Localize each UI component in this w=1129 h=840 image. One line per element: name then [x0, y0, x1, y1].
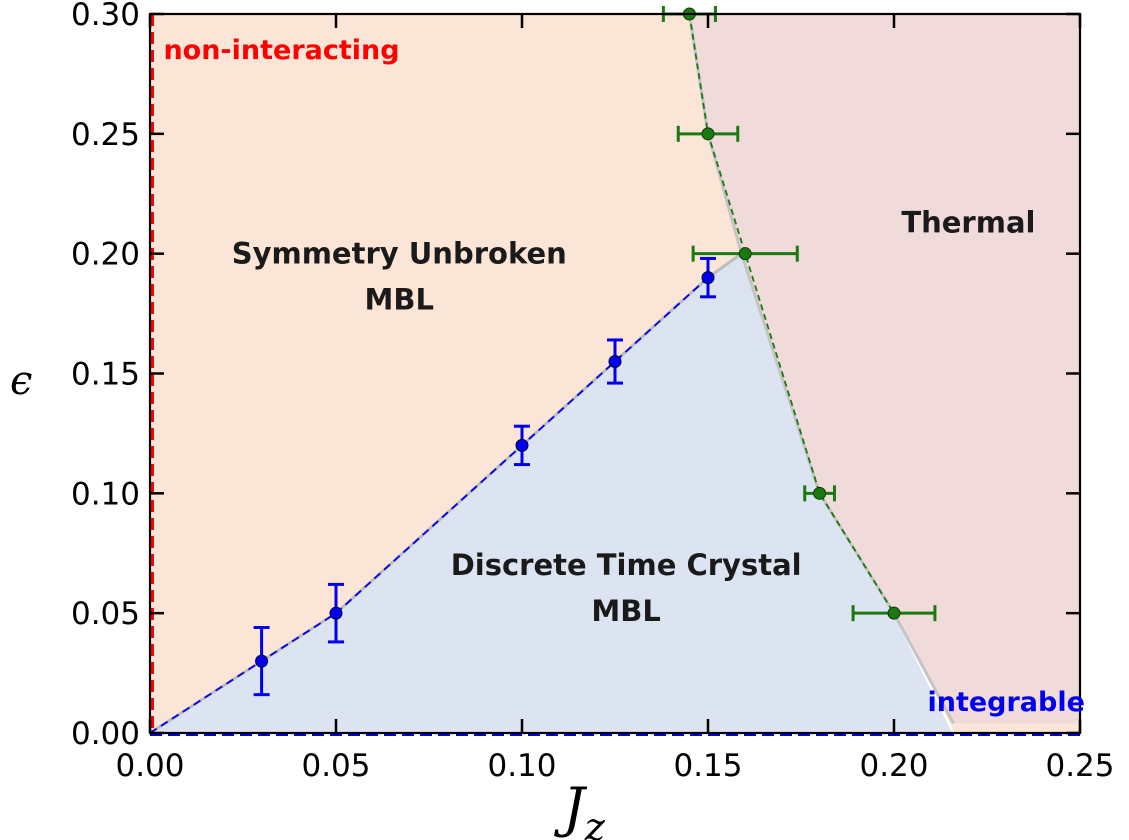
dtc-data-point [700, 256, 716, 299]
region-thermal [689, 14, 1080, 724]
marker [515, 438, 529, 452]
thermal-series-line [688, 13, 895, 614]
dtc-series-line [149, 276, 709, 734]
y-tick-label: 0.00 [71, 716, 140, 752]
x-axis-label-main: J [553, 776, 588, 839]
y-tick-label: 0.20 [71, 237, 140, 273]
dtc-data-point [328, 582, 344, 644]
x-axis-label: Jz [553, 776, 606, 840]
integrable-label: integrable [927, 687, 1084, 718]
thermal-data-point [803, 485, 836, 502]
marker [255, 654, 269, 668]
x-tick-label: 0.20 [859, 748, 928, 784]
marker [738, 247, 752, 261]
x-tick-label: 0.15 [673, 748, 742, 784]
marker [887, 606, 901, 620]
thermal-data-point [676, 125, 740, 142]
marker [701, 127, 715, 141]
dtc-data-point [253, 626, 270, 697]
y-tick-label: 0.25 [71, 117, 140, 153]
thermal-data-point [691, 245, 799, 262]
x-tick-label: 0.10 [487, 748, 556, 784]
text-labels: 0.00 0.05 0.10 0.15 0.20 0.25 0.00 0.05 0.10 0.15… [71, 0, 1115, 784]
dtc-data-point [514, 424, 530, 467]
marker [329, 606, 343, 620]
region-label-line2: MBL [365, 283, 434, 317]
y-tick-label: 0.05 [71, 596, 140, 632]
region-label: Symmetry Unbroken [232, 237, 567, 271]
region-label-line2: MBL [591, 594, 660, 628]
region-label: Discrete Time Crystal [451, 548, 802, 582]
marker [701, 271, 715, 285]
x-tick-label: 0.00 [115, 748, 184, 784]
y-axis-label: ϵ [10, 358, 32, 404]
x-axis-label-subscript: z [584, 805, 606, 840]
marker [608, 355, 622, 369]
thermal-data-point [851, 605, 937, 622]
x-tick-label: 0.05 [301, 748, 370, 784]
y-tick-label: 0.30 [71, 0, 140, 33]
x-tick-label: 0.25 [1045, 748, 1114, 784]
marker [813, 486, 827, 500]
non-interacting-label: non-interacting [163, 35, 399, 66]
axis-ticks [148, 12, 1082, 735]
region-label: Thermal [901, 206, 1035, 240]
dtc-data-point [607, 338, 623, 385]
y-tick-label: 0.15 [71, 357, 140, 393]
y-tick-label: 0.10 [71, 476, 140, 512]
